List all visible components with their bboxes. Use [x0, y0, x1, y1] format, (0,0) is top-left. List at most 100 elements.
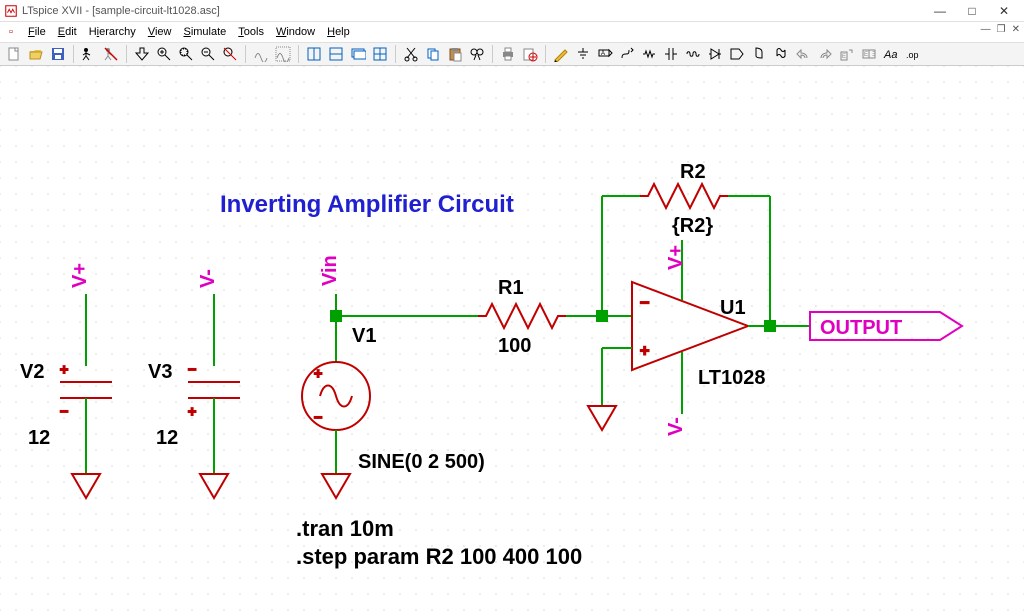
svg-text:−: −: [188, 361, 196, 377]
net-vplus[interactable]: V+: [69, 263, 91, 288]
svg-text:+: +: [314, 365, 322, 381]
schematic-canvas[interactable]: Inverting Amplifier Circuit V+ V2 + − 12…: [0, 66, 1024, 612]
svg-text:E: E: [872, 52, 876, 58]
r2-label[interactable]: R2: [680, 161, 706, 183]
toolbar-sep: [298, 45, 299, 63]
mdi-doc-icon: ▫: [4, 26, 18, 38]
tile2-icon[interactable]: [326, 44, 346, 64]
menu-file[interactable]: File: [22, 26, 52, 38]
svg-text:+: +: [640, 343, 649, 360]
r1-label[interactable]: R1: [498, 277, 524, 299]
resistor-icon[interactable]: [639, 44, 659, 64]
r2-value[interactable]: {R2}: [672, 215, 713, 237]
undo-icon[interactable]: [793, 44, 813, 64]
toolbar-sep: [245, 45, 246, 63]
net-vin[interactable]: Vin: [319, 255, 341, 286]
menu-tools[interactable]: Tools: [232, 26, 270, 38]
capacitor-icon[interactable]: [661, 44, 681, 64]
v2-value[interactable]: 12: [28, 427, 50, 449]
mdi-min[interactable]: —: [981, 24, 991, 35]
pan-icon[interactable]: [132, 44, 152, 64]
net-vplus2[interactable]: V+: [665, 245, 687, 270]
halt-icon[interactable]: [101, 44, 121, 64]
mdi-controls: — ❐ ✕: [981, 24, 1020, 35]
menu-window[interactable]: Window: [270, 26, 321, 38]
v1-label[interactable]: V1: [352, 325, 376, 347]
zoom-sel-icon[interactable]: [220, 44, 240, 64]
move-icon[interactable]: [749, 44, 769, 64]
component-icon[interactable]: [727, 44, 747, 64]
v3-label[interactable]: V3: [148, 361, 172, 383]
tile3-icon[interactable]: [348, 44, 368, 64]
text-icon[interactable]: Aa: [881, 44, 901, 64]
title-text[interactable]: Inverting Amplifier Circuit: [220, 191, 514, 218]
svg-text:E: E: [842, 54, 846, 60]
tile1-icon[interactable]: [304, 44, 324, 64]
menu-view[interactable]: View: [142, 26, 178, 38]
menu-edit[interactable]: Edit: [52, 26, 83, 38]
toolbar-sep: [126, 45, 127, 63]
toolbar-sep: [492, 45, 493, 63]
menu-simulate[interactable]: Simulate: [177, 26, 232, 38]
new-icon[interactable]: [4, 44, 24, 64]
cut-icon[interactable]: [401, 44, 421, 64]
copy-icon[interactable]: [423, 44, 443, 64]
label-icon[interactable]: A: [595, 44, 615, 64]
draw-icon[interactable]: [551, 44, 571, 64]
zoom-in-icon[interactable]: [154, 44, 174, 64]
svg-text:−: −: [640, 295, 649, 312]
svg-text:E: E: [864, 52, 868, 58]
step-directive[interactable]: .step param R2 100 400 100: [296, 544, 582, 569]
titlebar: LTspice XVII - [sample-circuit-lt1028.as…: [0, 0, 1024, 22]
toolbar-sep: [73, 45, 74, 63]
rotate-icon[interactable]: E: [837, 44, 857, 64]
paste-icon[interactable]: [445, 44, 465, 64]
minimize-button[interactable]: —: [924, 1, 956, 21]
app-icon: [4, 4, 18, 18]
diode-icon[interactable]: [705, 44, 725, 64]
zoom-fit-icon[interactable]: [176, 44, 196, 64]
redo-icon[interactable]: [815, 44, 835, 64]
mirror-icon[interactable]: EE: [859, 44, 879, 64]
net-vminus2[interactable]: V-: [665, 417, 687, 436]
find-icon[interactable]: [467, 44, 487, 64]
setup-icon[interactable]: [520, 44, 540, 64]
u1-part[interactable]: LT1028: [698, 367, 765, 389]
open-icon[interactable]: [26, 44, 46, 64]
drag-icon[interactable]: [771, 44, 791, 64]
output-flag[interactable]: OUTPUT: [820, 317, 902, 339]
toolbar: A E EE Aa .op: [0, 42, 1024, 66]
run-icon[interactable]: [79, 44, 99, 64]
sine-label[interactable]: SINE(0 2 500): [358, 451, 485, 473]
autorange2-icon[interactable]: [273, 44, 293, 64]
menu-help[interactable]: Help: [321, 26, 356, 38]
menu-hierarchy[interactable]: Hierarchy: [83, 26, 142, 38]
u1-label[interactable]: U1: [720, 297, 746, 319]
maximize-button[interactable]: □: [956, 1, 988, 21]
v2-label[interactable]: V2: [20, 361, 44, 383]
menubar: ▫ File Edit Hierarchy View Simulate Tool…: [0, 22, 1024, 42]
mdi-restore[interactable]: ❐: [997, 24, 1006, 35]
ground-icon[interactable]: [573, 44, 593, 64]
svg-text:Aa: Aa: [883, 49, 897, 61]
zoom-out-icon[interactable]: [198, 44, 218, 64]
window-title: LTspice XVII - [sample-circuit-lt1028.as…: [22, 5, 924, 17]
tran-directive[interactable]: .tran 10m: [296, 516, 394, 541]
v3-value[interactable]: 12: [156, 427, 178, 449]
close-button[interactable]: ✕: [988, 1, 1020, 21]
mdi-close[interactable]: ✕: [1012, 24, 1020, 35]
tile4-icon[interactable]: [370, 44, 390, 64]
net-vminus[interactable]: V-: [197, 269, 219, 288]
autorange1-icon[interactable]: [251, 44, 271, 64]
toolbar-sep: [545, 45, 546, 63]
netflag-icon[interactable]: [617, 44, 637, 64]
schematic: Inverting Amplifier Circuit V+ V2 + − 12…: [0, 66, 1024, 612]
save-icon[interactable]: [48, 44, 68, 64]
spice-directive-icon[interactable]: .op: [903, 44, 923, 64]
r1-value[interactable]: 100: [498, 335, 531, 357]
svg-text:−: −: [314, 409, 322, 425]
print-icon[interactable]: [498, 44, 518, 64]
inductor-icon[interactable]: [683, 44, 703, 64]
toolbar-sep: [395, 45, 396, 63]
svg-text:+: +: [188, 403, 196, 419]
